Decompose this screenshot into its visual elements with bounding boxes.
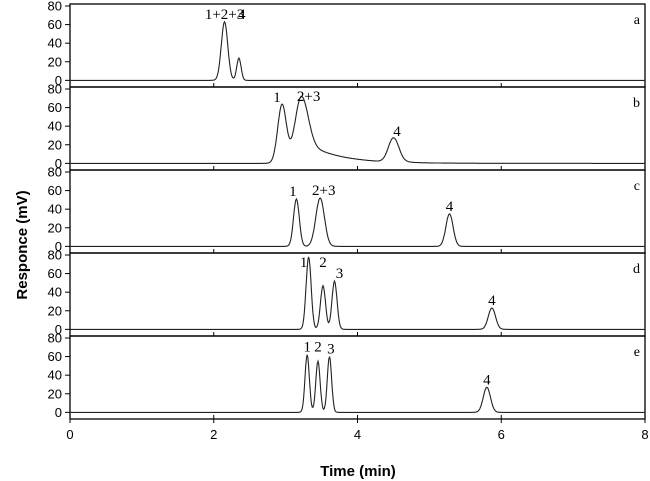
y-tick-label: 0 xyxy=(55,405,62,420)
y-tick-label: 40 xyxy=(48,202,62,217)
peak-label: 2+3 xyxy=(297,89,320,105)
y-tick-label: 60 xyxy=(48,349,62,364)
peak-label: 4 xyxy=(393,124,401,140)
panel-d: 0 20 40 60 80 1 23 4 d xyxy=(48,248,646,337)
peak-label: 1 xyxy=(289,184,297,200)
panel-label: a xyxy=(634,13,641,28)
y-axis-title: Responce (mV) xyxy=(14,190,31,299)
y-tick-label: 80 xyxy=(48,248,62,263)
y-tick-label: 80 xyxy=(48,331,62,346)
y-tick-label: 40 xyxy=(48,368,62,383)
peak-label: 4 xyxy=(446,199,454,215)
panel-e: 0 20 40 60 80 1 2 3 4 e xyxy=(48,331,646,420)
panel-label: b xyxy=(633,96,640,111)
panel-label: d xyxy=(633,262,640,277)
x-tick-label: 8 xyxy=(641,427,648,442)
peak-label: 2+3 xyxy=(312,183,335,199)
x-axis-title: Time (min) xyxy=(320,463,396,480)
peak-label: 1 xyxy=(300,255,308,271)
y-tick-label: 0 xyxy=(55,73,62,88)
y-tick-label: 20 xyxy=(48,303,62,318)
panel-c: 0 20 40 60 80 1 2+3 4 c xyxy=(48,165,646,254)
peak-label: 1 xyxy=(273,90,281,106)
panel-frame xyxy=(69,86,646,171)
trace-e xyxy=(70,354,645,413)
peak-label: 3 xyxy=(327,342,335,358)
x-tick-label: 0 xyxy=(66,427,73,442)
panel-frame xyxy=(69,169,646,254)
y-tick-label: 60 xyxy=(48,266,62,281)
y-tick-label: 0 xyxy=(55,156,62,171)
peak-label: 1+2+3 xyxy=(205,7,244,23)
trace-d xyxy=(70,256,645,330)
peak-label: 4 xyxy=(488,293,496,309)
x-axis: 0 2 4 6 8 xyxy=(66,419,649,442)
trace-b xyxy=(70,95,645,164)
y-tick-label: 40 xyxy=(48,285,62,300)
y-tick-label: 60 xyxy=(48,100,62,115)
x-tick-label: 4 xyxy=(354,427,361,442)
trace-c xyxy=(70,197,645,247)
peak-label: 4 xyxy=(483,372,491,388)
peak-label: 2 xyxy=(314,340,322,356)
y-tick-label: 0 xyxy=(55,239,62,254)
y-tick-label: 0 xyxy=(55,322,62,337)
trace-a xyxy=(70,20,645,81)
panel-label: e xyxy=(634,345,640,360)
y-tick-label: 20 xyxy=(48,220,62,235)
panel-frame xyxy=(69,335,646,420)
peak-label: 3 xyxy=(336,266,344,282)
y-tick-label: 60 xyxy=(48,183,62,198)
peak-label: 1 xyxy=(303,340,311,356)
panel-a: 0 20 40 60 80 1+2+34 a xyxy=(48,0,646,88)
y-tick-label: 20 xyxy=(48,54,62,69)
x-tick-label: 6 xyxy=(498,427,505,442)
y-tick-label: 20 xyxy=(48,386,62,401)
y-tick-label: 80 xyxy=(48,0,62,14)
y-tick-label: 40 xyxy=(48,119,62,134)
y-tick-label: 80 xyxy=(48,165,62,180)
y-tick-label: 20 xyxy=(48,137,62,152)
panel-b: 0 20 40 60 80 1 2+3 4 b xyxy=(48,82,646,171)
y-tick-label: 80 xyxy=(48,82,62,97)
peak-label: 4 xyxy=(238,7,246,23)
panel-label: c xyxy=(634,179,640,194)
panel-frame xyxy=(69,252,646,337)
peak-label: 2 xyxy=(319,255,327,271)
panel-frame xyxy=(69,3,646,88)
y-tick-label: 40 xyxy=(48,36,62,51)
y-tick-label: 60 xyxy=(48,17,62,32)
x-tick-label: 2 xyxy=(210,427,217,442)
